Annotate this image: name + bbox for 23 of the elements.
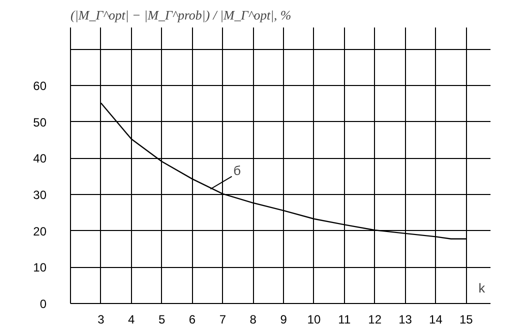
- x-tick-label: 4: [128, 312, 136, 326]
- y-tick-label: 0: [40, 297, 47, 311]
- y-tick-label: 20: [33, 224, 47, 238]
- x-tick-label: 3: [98, 312, 105, 326]
- y-axis-title: (|M_Γ^opt| − |M_Γ^prob|) / |M_Γ^opt|, %: [70, 8, 292, 22]
- x-tick-label: 9: [280, 312, 288, 326]
- x-axis-title: k: [478, 280, 486, 296]
- annotation: б: [233, 163, 241, 178]
- x-tick-label: 8: [250, 312, 257, 326]
- y-tick-label: 10: [33, 260, 47, 275]
- y-tick-label: 60: [33, 79, 47, 94]
- y-tick-label: 50: [33, 115, 47, 130]
- x-tick-label: 14: [429, 312, 443, 326]
- x-tick-label: 15: [459, 312, 474, 326]
- x-tick-label: 12: [368, 312, 382, 326]
- x-tick-label: 13: [398, 312, 412, 326]
- x-tick-label: 5: [158, 312, 166, 326]
- x-tick-label: 7: [219, 312, 226, 326]
- y-tick-label: 40: [33, 152, 47, 166]
- x-tick-label: 6: [188, 312, 196, 326]
- x-tick-label: 11: [338, 312, 351, 326]
- x-tick-label: 10: [307, 312, 321, 326]
- y-tick-label: 30: [33, 188, 47, 202]
